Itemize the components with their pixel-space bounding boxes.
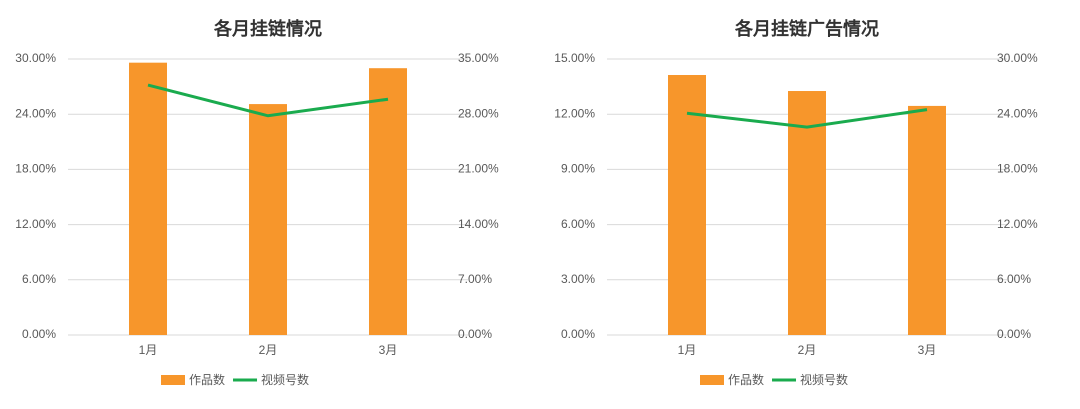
y2-tick-label: 0.00%	[997, 327, 1031, 341]
bar	[908, 105, 946, 335]
y-tick-label: 9.00%	[561, 162, 595, 176]
bar	[788, 91, 826, 336]
y-tick-label: 18.00%	[15, 162, 56, 176]
y2-tick-label: 7.00%	[458, 272, 492, 286]
chart-title: 各月挂链情况	[213, 18, 322, 39]
x-tick-label: 3月	[379, 343, 398, 357]
x-tick-label: 2月	[259, 343, 278, 357]
legend-label: 作品数	[728, 372, 764, 387]
legend-label: 作品数	[189, 372, 225, 387]
y-tick-label: 3.00%	[561, 272, 595, 286]
y-tick-label: 0.00%	[22, 327, 56, 341]
legend-swatch	[161, 375, 185, 385]
y-tick-label: 12.00%	[554, 106, 595, 120]
y-tick-label: 6.00%	[561, 217, 595, 231]
legend-label: 视频号数	[800, 372, 848, 387]
y-tick-label: 0.00%	[561, 327, 595, 341]
x-tick-label: 3月	[918, 343, 937, 357]
bar	[129, 62, 167, 336]
y2-tick-label: 28.00%	[458, 106, 499, 120]
x-tick-label: 1月	[678, 343, 697, 357]
y2-tick-label: 35.00%	[458, 51, 499, 65]
bar	[369, 68, 407, 335]
line	[686, 108, 928, 129]
legend-label: 视频号数	[261, 372, 309, 387]
y2-tick-label: 12.00%	[997, 217, 1038, 231]
y2-tick-label: 18.00%	[997, 162, 1038, 176]
y2-tick-label: 0.00%	[458, 327, 492, 341]
bar	[249, 104, 287, 335]
y-tick-label: 30.00%	[15, 51, 56, 65]
y2-tick-label: 6.00%	[997, 272, 1031, 286]
y2-tick-label: 21.00%	[458, 162, 499, 176]
y-tick-label: 6.00%	[22, 272, 56, 286]
y2-tick-label: 30.00%	[997, 51, 1038, 65]
line	[147, 83, 389, 118]
y-tick-label: 24.00%	[15, 106, 56, 120]
y-tick-label: 15.00%	[554, 51, 595, 65]
chart-title: 各月挂链广告情况	[734, 18, 879, 39]
y2-tick-label: 14.00%	[458, 217, 499, 231]
y2-tick-label: 24.00%	[997, 106, 1038, 120]
x-tick-label: 1月	[139, 343, 158, 357]
bar	[668, 75, 706, 336]
legend-swatch	[700, 375, 724, 385]
y-tick-label: 12.00%	[15, 217, 56, 231]
x-tick-label: 2月	[798, 343, 817, 357]
